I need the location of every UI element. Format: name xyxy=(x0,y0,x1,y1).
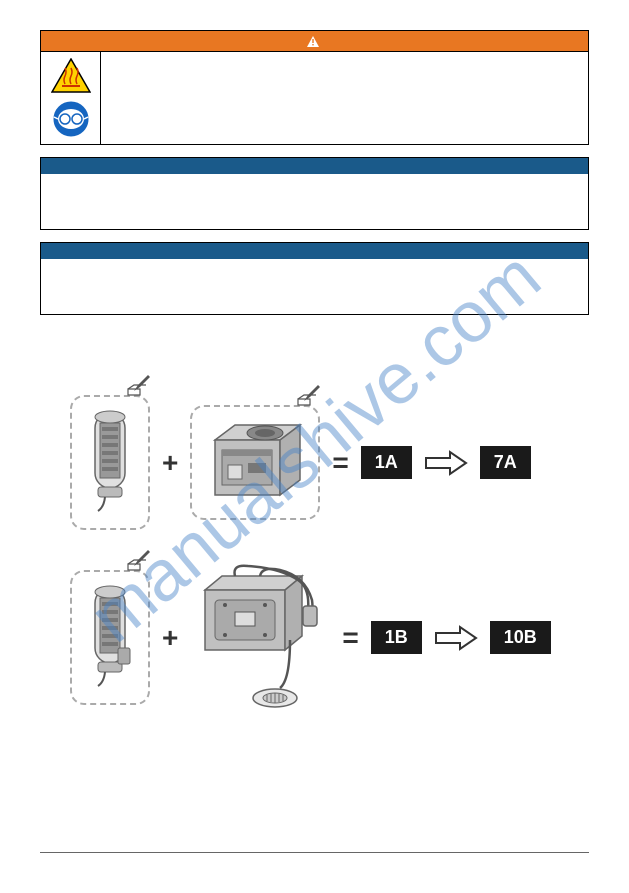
notice-body-2 xyxy=(41,259,588,314)
plus-sign: + xyxy=(162,447,178,479)
warning-body xyxy=(41,51,588,144)
box-device-with-tubes-icon xyxy=(190,560,330,710)
notice-header-2 xyxy=(41,243,588,259)
notice-box-2 xyxy=(40,242,589,315)
arrow-right-icon xyxy=(424,450,468,476)
footer-rule xyxy=(40,852,589,853)
warning-box xyxy=(40,30,589,145)
notice-box-1 xyxy=(40,157,589,230)
tag-1b: 1B xyxy=(371,621,422,654)
plus-sign: + xyxy=(162,622,178,654)
hot-surface-icon xyxy=(51,58,91,94)
notice-header-1 xyxy=(41,158,588,174)
tag-1a: 1A xyxy=(361,446,412,479)
warning-icons-column xyxy=(41,52,101,144)
tag-7a: 7A xyxy=(480,446,531,479)
warning-triangle-small-icon xyxy=(307,36,319,47)
warning-text xyxy=(101,52,588,144)
component-box-device-1 xyxy=(190,405,320,520)
box-label-icon xyxy=(126,373,156,402)
equation-1: + = 1A 7A xyxy=(70,395,589,530)
notice-body-1 xyxy=(41,174,588,229)
tag-10b: 10B xyxy=(490,621,551,654)
equals-sign: = xyxy=(342,622,358,654)
box-label-icon xyxy=(126,548,156,577)
safety-goggles-icon xyxy=(52,100,90,138)
component-cylinder-1 xyxy=(70,395,150,530)
equation-2: + xyxy=(70,560,589,715)
diagram-area: + = 1A 7A xyxy=(40,395,589,715)
component-box-device-2 xyxy=(190,560,330,715)
cylinder-device-icon xyxy=(80,405,140,515)
equals-sign: = xyxy=(332,447,348,479)
cylinder-device-icon xyxy=(80,580,140,690)
component-cylinder-2 xyxy=(70,570,150,705)
box-device-icon xyxy=(200,415,310,505)
arrow-right-icon xyxy=(434,625,478,651)
warning-header xyxy=(41,31,588,51)
box-label-icon xyxy=(296,383,326,412)
